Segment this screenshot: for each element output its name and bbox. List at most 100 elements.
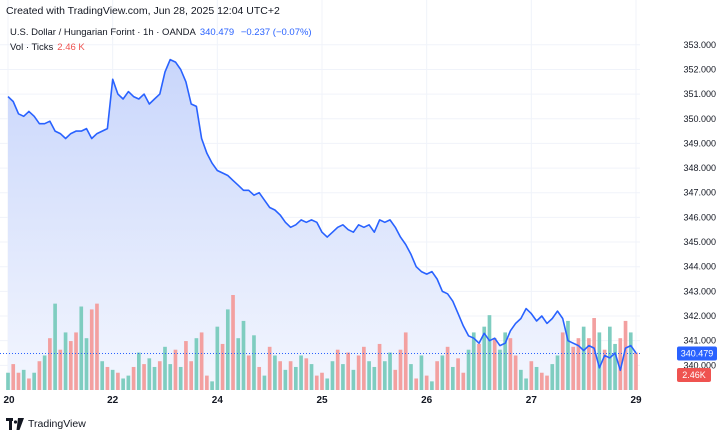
volume-bar bbox=[68, 341, 73, 390]
volume-bar bbox=[278, 361, 282, 390]
volume-bar bbox=[236, 338, 241, 390]
volume-bar bbox=[142, 364, 146, 390]
y-tick-label: 344.000 bbox=[683, 262, 716, 272]
volume-bar bbox=[487, 315, 492, 390]
volume-bar bbox=[461, 372, 466, 390]
y-tick-label: 347.000 bbox=[683, 188, 716, 198]
volume-bar bbox=[199, 332, 204, 390]
volume-bar bbox=[346, 352, 350, 390]
volume-bar bbox=[576, 338, 581, 390]
y-tick-label: 343.000 bbox=[683, 286, 716, 296]
volume-bar bbox=[550, 364, 555, 390]
volume-bar bbox=[58, 349, 63, 390]
volume-bar bbox=[314, 375, 319, 390]
volume-bar bbox=[597, 332, 602, 390]
volume-bar bbox=[471, 332, 476, 390]
y-tick-label: 349.000 bbox=[683, 138, 716, 148]
symbol-label[interactable]: U.S. Dollar / Hungarian Forint · 1h · OA… bbox=[10, 27, 196, 38]
volume-bar bbox=[503, 332, 507, 390]
volume-bar bbox=[252, 335, 256, 390]
volume-bar bbox=[309, 364, 314, 390]
volume-bar bbox=[482, 326, 487, 390]
volume-value: 2.46 K bbox=[57, 42, 85, 53]
y-tick-label: 352.000 bbox=[683, 64, 716, 74]
volume-bar bbox=[356, 355, 361, 390]
created-note: Created with TradingView.com, Jun 28, 20… bbox=[6, 5, 280, 17]
volume-bar bbox=[430, 381, 434, 390]
volume-bar bbox=[618, 338, 623, 390]
volume-bar bbox=[147, 358, 152, 390]
legend-volume-row[interactable]: Vol · Ticks 2.46 K bbox=[10, 40, 312, 55]
volume-bar bbox=[587, 338, 591, 390]
volume-bar bbox=[168, 364, 173, 390]
volume-bar bbox=[205, 375, 209, 390]
x-tick-label: 22 bbox=[107, 395, 119, 406]
volume-bar bbox=[121, 378, 125, 390]
volume-bar bbox=[335, 349, 340, 390]
volume-bar bbox=[519, 369, 523, 390]
volume-bar bbox=[225, 309, 230, 390]
volume-bar bbox=[231, 295, 235, 390]
last-price-tag bbox=[677, 346, 717, 361]
volume-bar bbox=[341, 364, 345, 390]
y-tick-label: 353.000 bbox=[683, 40, 716, 50]
volume-bar bbox=[466, 349, 471, 390]
volume-bar bbox=[628, 332, 633, 390]
volume-bar bbox=[79, 306, 84, 390]
y-tick-label: 340.000 bbox=[683, 360, 716, 370]
brand-label: TradingView bbox=[28, 418, 86, 430]
axis-tags: 340.479 2.46K bbox=[677, 346, 717, 382]
volume-bar bbox=[414, 378, 419, 390]
volume-bar bbox=[539, 372, 544, 390]
volume-bar bbox=[131, 366, 136, 390]
x-tick-label: 20 bbox=[3, 395, 15, 406]
volume-bar bbox=[566, 320, 570, 390]
volume-bar bbox=[189, 361, 193, 390]
volume-bar bbox=[529, 361, 534, 390]
volume-bar bbox=[524, 378, 528, 390]
volume-bar bbox=[477, 343, 481, 390]
price-line-layer bbox=[7, 58, 637, 372]
legend-symbol-row[interactable]: U.S. Dollar / Hungarian Forint · 1h · OA… bbox=[10, 25, 312, 40]
volume-bar bbox=[571, 346, 576, 390]
volume-bar bbox=[634, 352, 638, 390]
volume-bar bbox=[241, 320, 246, 390]
volume-bar bbox=[137, 352, 141, 390]
volume-bar bbox=[84, 338, 89, 390]
price-line bbox=[7, 58, 637, 372]
volume-bar bbox=[435, 361, 439, 390]
last-price-tag-label: 340.479 bbox=[681, 349, 714, 359]
volume-bar bbox=[398, 349, 403, 390]
volume-bar bbox=[445, 346, 450, 390]
volume-bar bbox=[623, 320, 628, 390]
x-axis[interactable]: 20 22 24 25 26 27 29 bbox=[3, 395, 642, 406]
volume-bar bbox=[126, 375, 131, 390]
volume-bar bbox=[409, 364, 413, 390]
brand[interactable]: TradingView bbox=[6, 418, 86, 430]
tradingview-logo-icon bbox=[6, 418, 24, 430]
volume-bar bbox=[362, 346, 366, 390]
y-tick-label: 346.000 bbox=[683, 212, 716, 222]
volume-bar bbox=[602, 349, 607, 390]
volume-bar bbox=[513, 355, 518, 390]
volume-bar bbox=[451, 366, 455, 390]
volume-bar bbox=[372, 366, 377, 390]
y-axis[interactable]: 353.000 352.000 351.000 350.000 349.000 348.0… bbox=[683, 40, 716, 371]
volume-bar bbox=[555, 355, 560, 390]
volume-bar bbox=[581, 326, 586, 390]
volume-bar bbox=[382, 361, 387, 390]
volume-bar bbox=[163, 346, 167, 390]
volume-bar bbox=[11, 364, 16, 390]
volume-bar bbox=[613, 343, 617, 390]
volume-bar bbox=[194, 338, 199, 390]
volume-bar bbox=[330, 361, 335, 390]
volume-label[interactable]: Vol · Ticks bbox=[10, 42, 54, 53]
volume-bar bbox=[6, 372, 10, 390]
volume-bar bbox=[27, 378, 31, 390]
price-area-fill bbox=[8, 59, 636, 390]
y-tick-label: 350.000 bbox=[683, 114, 716, 124]
volume-bar bbox=[299, 355, 303, 390]
volume-bar bbox=[393, 369, 398, 390]
x-tick-label: 27 bbox=[526, 395, 538, 406]
